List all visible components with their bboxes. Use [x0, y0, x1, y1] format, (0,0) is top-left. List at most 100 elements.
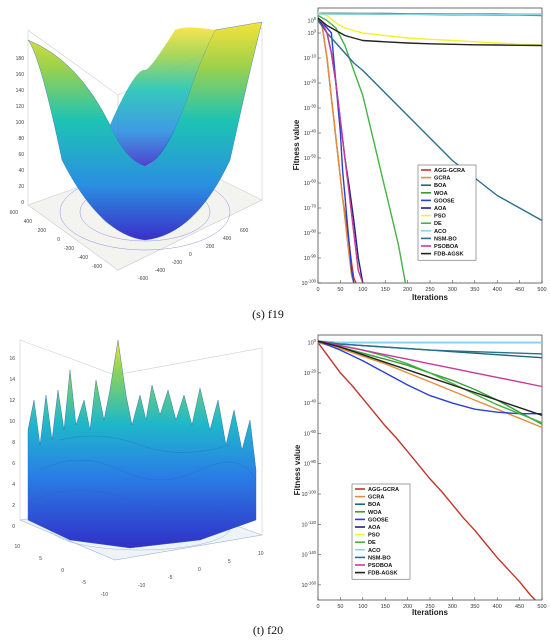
legend-entry: AOA [434, 206, 446, 212]
legend-entry: AOA [368, 525, 380, 531]
legend-entry: AGG-GCRA [434, 168, 465, 174]
series-line-psoboa [317, 17, 364, 284]
x-tick-label: 400 [493, 604, 502, 610]
chart1-xlabel: Iterations [412, 293, 449, 302]
x-tick-label: 150 [381, 604, 390, 610]
series-line-gcra [317, 17, 355, 284]
surface-t-x-tick: -5 [82, 580, 87, 586]
y-tick-label: 10-160 [301, 580, 316, 589]
caption-t: (t) f20 [253, 623, 283, 637]
x-tick-label: 200 [403, 287, 412, 293]
y-tick-label: 10-60 [304, 179, 317, 188]
x-tick-label: 50 [337, 604, 343, 610]
surface-t-x-tick: -10 [101, 592, 108, 598]
surface-t-z-tick: 8 [12, 440, 15, 446]
legend-entry: DE [368, 540, 376, 546]
x-tick-label: 100 [358, 604, 367, 610]
surface-t-y-tick: 5 [228, 559, 231, 565]
surface-s-x-tick: -400 [78, 255, 88, 261]
y-tick-label: 100 [308, 338, 317, 347]
surface-t-z-tick: 0 [12, 524, 15, 530]
surface-s-z-tick: 60 [18, 152, 24, 158]
surface-s-x-tick: -200 [64, 246, 74, 252]
caption-s: (s) f19 [252, 307, 284, 321]
surface-s-z-tick: 140 [16, 88, 25, 94]
legend-entry: GCRA [434, 176, 450, 182]
series-line-goose [317, 340, 542, 415]
legend-entry: GCRA [368, 495, 384, 501]
surface-t-z-tick: 16 [9, 356, 15, 362]
x-tick-label: 250 [425, 604, 434, 610]
surface-s-x-tick: 0 [57, 237, 60, 243]
surface-s-z-tick: 160 [16, 72, 25, 78]
surface-s-z-tick: 120 [16, 104, 25, 110]
y-tick-label: 10-20 [304, 79, 317, 88]
surface-t-z-tick: 2 [12, 503, 15, 509]
series-line-psoboa [317, 340, 543, 388]
surface-t-y-tick: 10 [258, 551, 264, 557]
surface-s-y-tick: -400 [155, 268, 165, 274]
x-tick-label: 500 [537, 287, 546, 293]
surface-t-z-tick: 10 [9, 419, 15, 425]
surface-s-y-tick: -600 [138, 276, 148, 282]
x-tick-label: 450 [515, 604, 524, 610]
y-tick-label: 10-50 [304, 154, 317, 163]
series-line-nsm-bo [317, 20, 543, 222]
surface-s-y-tick: -200 [172, 260, 182, 266]
series-line-nsm-bo [317, 340, 543, 355]
y-tick-label: 100 [308, 29, 317, 38]
y-tick-label: 10-40 [304, 129, 317, 138]
series-line-pso [317, 12, 543, 46]
surface-t-z-tick: 12 [9, 398, 15, 404]
surface-s-z-tick: 100 [16, 120, 25, 126]
x-tick-label: 250 [425, 287, 434, 293]
surface-t-y-tick: -10 [138, 583, 145, 589]
x-tick-label: 350 [470, 604, 479, 610]
legend-entry: NSM-BO [368, 555, 391, 561]
y-tick-label: 10-10 [304, 54, 317, 63]
surface-s-x-tick: 200 [38, 228, 47, 234]
surface-s-x-tick: 600 [10, 210, 19, 216]
series-line-fdb-agsk [317, 340, 543, 416]
y-tick-label: 10-140 [301, 550, 316, 559]
legend-box [351, 483, 411, 580]
y-tick-label: 10-100 [301, 490, 316, 499]
surface-s-y-tick: 400 [223, 236, 232, 242]
series-line-aco [317, 340, 542, 344]
chart2-xlabel: Iterations [412, 608, 449, 617]
y-tick-label: 10-80 [304, 459, 317, 468]
surface-s-z-tick: 0 [21, 200, 24, 206]
surface-t-z-tick: 14 [9, 377, 15, 383]
surface-s-y-tick: 0 [189, 252, 192, 258]
chart1-ylabel: Fitness value [292, 119, 301, 170]
surface-t-y-tick: 0 [198, 567, 201, 573]
legend-entry: ACO [434, 229, 447, 235]
surface-s-z-tick: 180 [16, 56, 25, 62]
x-tick-label: 350 [470, 287, 479, 293]
surface-plot-t: 16 14 12 10 8 6 4 2 0 10 5 0 -5 -10 10 5 0 -5 -10 [9, 339, 264, 598]
y-tick-label: 10-120 [301, 520, 316, 529]
legend-entry: FDB-AGSK [434, 252, 464, 258]
surface-s-x-tick: -600 [92, 264, 102, 270]
surface-s-x-tick: 400 [24, 219, 33, 225]
surface-s-y-tick: 200 [206, 244, 215, 250]
surface-t-x-tick: 5 [39, 556, 42, 562]
legend-entry: PSO [368, 533, 380, 539]
y-tick-label: 10-20 [304, 368, 317, 377]
x-tick-label: 300 [448, 287, 457, 293]
y-tick-label: 105 [308, 16, 317, 25]
surface-s-y-tick: 600 [240, 228, 249, 234]
series-line-aco [318, 13, 542, 16]
legend-entry: PSOBOA [368, 563, 392, 569]
legend-entry: GOOSE [368, 517, 389, 523]
x-tick-label: 400 [493, 287, 502, 293]
x-tick-label: 450 [515, 287, 524, 293]
legend-entry: GOOSE [434, 198, 455, 204]
y-tick-label: 10-100 [301, 279, 316, 288]
series-line-de [317, 14, 407, 284]
x-tick-label: 500 [537, 604, 546, 610]
x-tick-label: 200 [403, 604, 412, 610]
